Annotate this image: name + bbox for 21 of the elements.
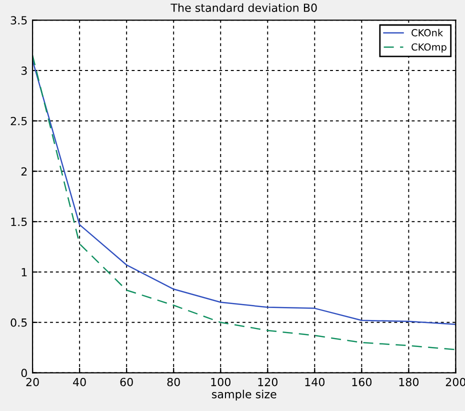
y-tick-label: 1.5 bbox=[11, 218, 27, 226]
x-tick-label: 20 bbox=[26, 378, 39, 386]
y-tick-label: 2 bbox=[21, 167, 27, 176]
y-tick-label: 0.5 bbox=[10, 318, 27, 327]
x-axis-title: sample size bbox=[212, 390, 276, 401]
x-tick-label: 80 bbox=[167, 378, 180, 386]
x-tick-label: 100 bbox=[211, 378, 230, 386]
legend-label: CKOnk bbox=[412, 28, 444, 36]
chart-title: The standard deviation B0 bbox=[170, 3, 317, 12]
y-tick-label: 2.5 bbox=[10, 116, 27, 126]
x-tick-label: 160 bbox=[352, 378, 372, 386]
x-tick-label: 180 bbox=[399, 378, 419, 386]
x-tick-label: 40 bbox=[73, 378, 86, 386]
x-tick-label: 60 bbox=[120, 378, 133, 386]
y-tick-label: 0 bbox=[21, 368, 27, 378]
y-tick-label: 1 bbox=[22, 268, 27, 276]
x-tick-label: 120 bbox=[258, 378, 278, 386]
y-tick-label: 3 bbox=[21, 66, 27, 75]
y-tick-label: 3.5 bbox=[10, 16, 27, 25]
x-tick-label: 140 bbox=[305, 378, 325, 386]
legend-label: CKOmp bbox=[412, 43, 446, 53]
